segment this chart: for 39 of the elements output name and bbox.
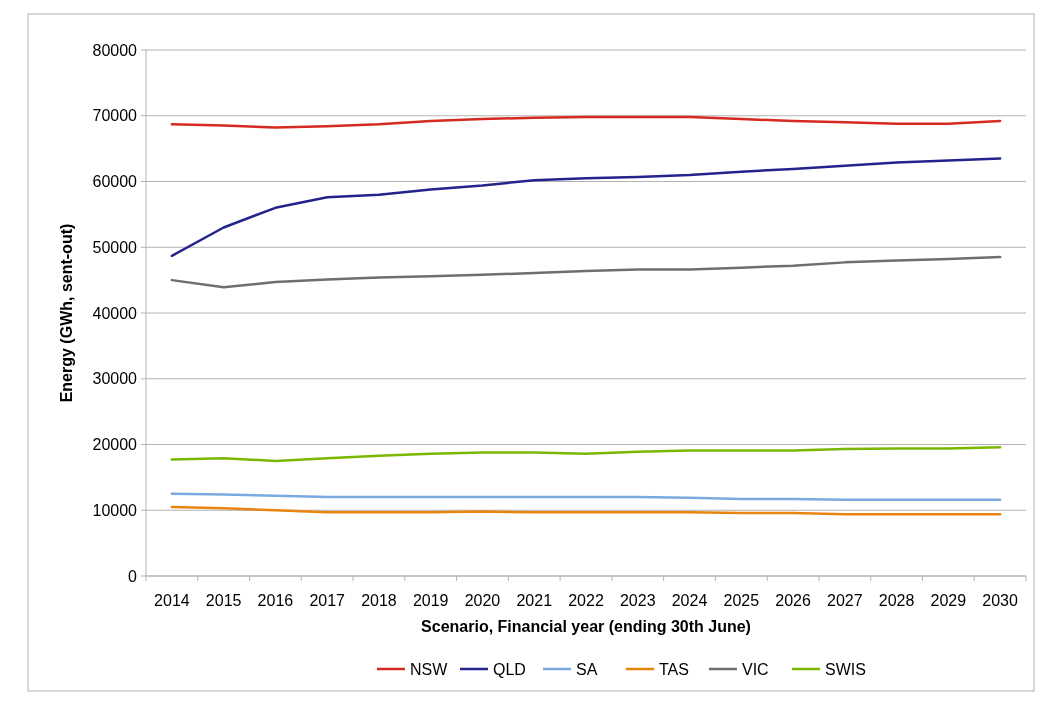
x-tick-label: 2020 (464, 592, 501, 609)
y-tick-label: 0 (128, 567, 138, 585)
x-tick-label: 2026 (775, 592, 811, 609)
x-tick-label: 2027 (827, 592, 863, 609)
y-tick-label: 40000 (92, 304, 138, 322)
x-axis-title: Scenario, Financial year (ending 30th June) (421, 618, 751, 635)
legend-label: SWIS (825, 660, 866, 678)
legend-label: SA (576, 660, 598, 678)
x-tick-label: 2019 (412, 592, 449, 609)
x-tick-label: 2022 (568, 592, 604, 609)
y-tick-label: 80000 (92, 41, 138, 59)
legend-label: NSW (410, 660, 449, 678)
x-tick-label: 2028 (878, 592, 915, 609)
x-tick-label: 2017 (309, 592, 346, 609)
x-tick-label: 2018 (361, 592, 397, 609)
x-tick-label: 2030 (982, 592, 1019, 609)
x-tick-label: 2029 (930, 592, 967, 609)
x-tick-label: 2021 (516, 592, 553, 609)
x-tick-label: 2014 (154, 592, 190, 609)
line-series (170, 255, 1002, 289)
legend-label: VIC (742, 660, 769, 678)
x-tick-label: 2024 (671, 592, 708, 609)
y-tick-label: 20000 (92, 436, 138, 454)
line-series (170, 115, 1002, 129)
y-tick-label: 60000 (92, 173, 138, 191)
y-tick-label: 30000 (92, 370, 138, 388)
x-tick-label: 2023 (619, 592, 656, 609)
line-series (170, 505, 1002, 516)
y-tick-label: 70000 (92, 107, 138, 125)
x-tick-label: 2016 (257, 592, 294, 609)
x-tick-label: 2025 (723, 592, 760, 609)
y-tick-label: 50000 (92, 238, 138, 256)
line-series (170, 157, 1002, 258)
y-axis-title: Energy (GWh, sent-out) (58, 223, 75, 403)
legend-label: TAS (659, 660, 689, 678)
line-series (170, 445, 1002, 463)
legend-label: QLD (493, 660, 526, 678)
x-tick-label: 2015 (205, 592, 242, 609)
y-tick-label: 10000 (92, 501, 138, 519)
